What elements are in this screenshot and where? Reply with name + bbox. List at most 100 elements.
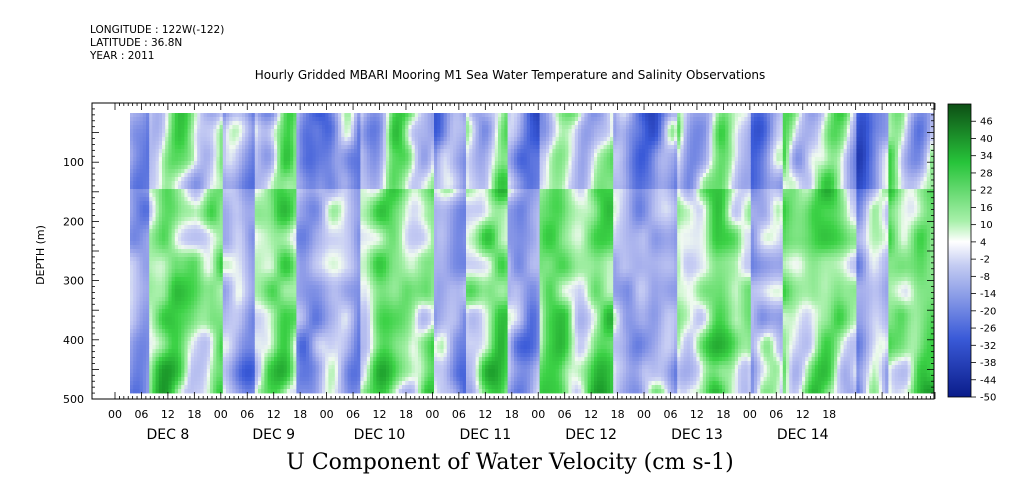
heatmap-cell bbox=[325, 217, 329, 222]
heatmap-cell bbox=[197, 213, 201, 218]
heatmap-cell bbox=[312, 157, 316, 162]
heatmap-cell bbox=[286, 277, 291, 282]
heatmap-cell bbox=[197, 165, 201, 170]
heatmap-cell bbox=[190, 273, 195, 278]
heatmap-cell bbox=[210, 277, 214, 282]
heatmap-cell bbox=[347, 261, 352, 266]
heatmap-cell bbox=[325, 185, 329, 190]
heatmap-cell bbox=[280, 357, 284, 362]
heatmap-cell bbox=[232, 305, 236, 310]
heatmap-cell bbox=[302, 217, 307, 222]
heatmap-cell bbox=[309, 321, 313, 326]
heatmap-cell bbox=[251, 357, 256, 362]
heatmap-cell bbox=[274, 181, 278, 186]
heatmap-cell bbox=[283, 361, 288, 366]
heatmap-cell bbox=[261, 341, 265, 346]
heatmap-cell bbox=[280, 117, 284, 122]
heatmap-cell bbox=[242, 281, 246, 286]
heatmap-cell bbox=[206, 217, 211, 222]
heatmap-cell bbox=[331, 169, 336, 174]
heatmap-cell bbox=[322, 161, 326, 166]
heatmap-cell bbox=[334, 265, 339, 270]
heatmap-cell bbox=[178, 289, 182, 294]
heatmap-cell bbox=[296, 197, 300, 202]
heatmap-cell bbox=[174, 301, 179, 306]
heatmap-cell bbox=[216, 289, 220, 294]
heatmap-cell bbox=[318, 153, 323, 158]
heatmap-cell bbox=[290, 265, 294, 270]
heatmap-cell bbox=[261, 177, 265, 182]
heatmap-cell bbox=[309, 377, 313, 382]
heatmap-cell bbox=[302, 345, 307, 350]
heatmap-cell bbox=[328, 245, 332, 250]
heatmap-cell bbox=[168, 321, 172, 326]
heatmap-cell bbox=[206, 317, 211, 322]
heatmap-cell bbox=[155, 353, 160, 358]
heatmap-cell bbox=[277, 241, 281, 246]
heatmap-cell bbox=[338, 205, 342, 210]
heatmap-cell bbox=[270, 365, 275, 370]
heatmap-cell bbox=[232, 301, 236, 306]
heatmap-cell bbox=[261, 189, 265, 194]
heatmap-cell bbox=[350, 137, 355, 142]
heatmap-cell bbox=[283, 161, 288, 166]
heatmap-cell bbox=[194, 289, 198, 294]
heatmap-cell bbox=[251, 133, 256, 138]
heatmap-cell bbox=[331, 173, 336, 178]
heatmap-cell bbox=[181, 205, 185, 210]
heatmap-cell bbox=[174, 205, 179, 210]
heatmap-cell bbox=[274, 257, 278, 262]
heatmap-cell bbox=[139, 377, 144, 382]
heatmap-cell bbox=[328, 377, 332, 382]
heatmap-cell bbox=[344, 289, 348, 294]
heatmap-cell bbox=[219, 369, 224, 374]
heatmap-cell bbox=[162, 241, 166, 246]
heatmap-cell bbox=[142, 381, 147, 386]
heatmap-cell bbox=[190, 225, 195, 230]
heatmap-cell bbox=[210, 269, 214, 274]
heatmap-cell bbox=[158, 257, 163, 262]
heatmap-cell bbox=[293, 365, 297, 370]
heatmap-cell bbox=[280, 273, 284, 278]
heatmap-cell bbox=[302, 309, 307, 314]
heatmap-cell bbox=[213, 221, 217, 226]
heatmap-cell bbox=[248, 313, 252, 318]
heatmap-cell bbox=[222, 229, 227, 234]
heatmap-cell bbox=[315, 237, 320, 242]
heatmap-cell bbox=[165, 261, 169, 266]
heatmap-cell bbox=[290, 225, 294, 230]
heatmap-cell bbox=[325, 133, 329, 138]
heatmap-cell bbox=[197, 285, 201, 290]
heatmap-cell bbox=[350, 365, 355, 370]
heatmap-cell bbox=[232, 233, 236, 238]
heatmap-cell bbox=[274, 201, 278, 206]
heatmap-cell bbox=[197, 145, 201, 150]
heatmap-cell bbox=[162, 201, 166, 206]
heatmap-cell bbox=[213, 153, 217, 158]
heatmap-cell bbox=[149, 381, 153, 386]
heatmap-cell bbox=[254, 245, 259, 250]
heatmap-cell bbox=[222, 161, 227, 166]
heatmap-cell bbox=[245, 253, 249, 258]
heatmap-cell bbox=[146, 293, 150, 298]
heatmap-cell bbox=[251, 265, 256, 270]
heatmap-cell bbox=[206, 185, 211, 190]
heatmap-cell bbox=[130, 317, 134, 322]
heatmap-cell bbox=[146, 221, 150, 226]
heatmap-cell bbox=[216, 373, 220, 378]
heatmap-cell bbox=[130, 193, 134, 198]
heatmap-cell bbox=[213, 137, 217, 142]
heatmap-cell bbox=[296, 169, 300, 174]
heatmap-cell bbox=[210, 349, 214, 354]
heatmap-cell bbox=[155, 369, 160, 374]
heatmap-cell bbox=[158, 349, 163, 354]
heatmap-cell bbox=[238, 313, 243, 318]
heatmap-cell bbox=[200, 225, 204, 230]
heatmap-cell bbox=[206, 165, 211, 170]
heatmap-cell bbox=[245, 213, 249, 218]
heatmap-cell bbox=[302, 305, 307, 310]
heatmap-cell bbox=[139, 373, 144, 378]
heatmap-cell bbox=[251, 353, 256, 358]
heatmap-cell bbox=[187, 213, 192, 218]
heatmap-cell bbox=[347, 241, 352, 246]
